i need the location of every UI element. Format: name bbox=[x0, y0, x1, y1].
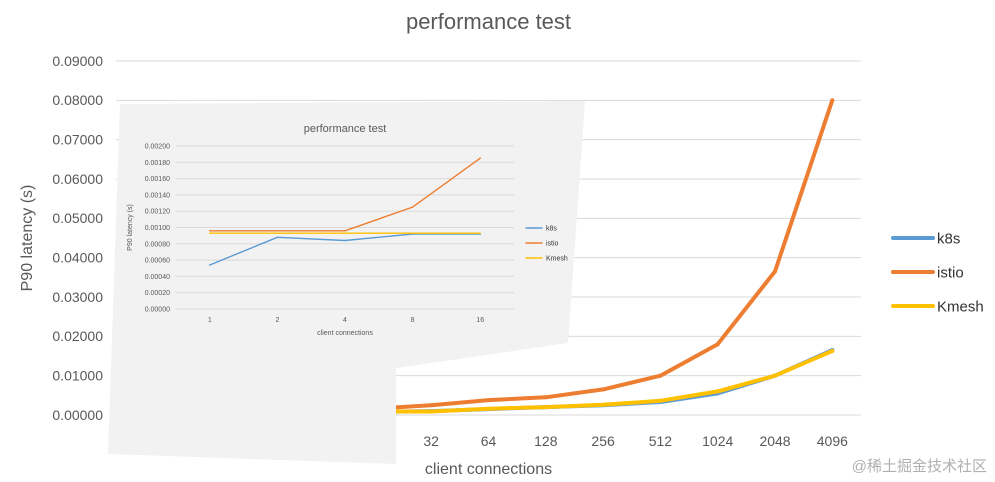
legend-label-kmesh: Kmesh bbox=[546, 255, 568, 262]
data-point-istio bbox=[209, 230, 211, 232]
x-tick-label: 16 bbox=[476, 317, 484, 324]
data-point-istio bbox=[830, 98, 835, 103]
x-tick-label: 32 bbox=[423, 433, 439, 449]
data-point-kmesh bbox=[773, 373, 778, 378]
y-tick-label: 0.00200 bbox=[145, 143, 170, 150]
data-point-kmesh bbox=[830, 348, 835, 353]
y-tick-label: 0.00100 bbox=[145, 225, 170, 232]
x-tick-label: 4 bbox=[343, 317, 347, 324]
data-point-istio bbox=[773, 269, 778, 274]
data-point-k8s bbox=[276, 236, 279, 238]
x-axis-label: client connections bbox=[425, 461, 552, 478]
y-tick-label: 0.00140 bbox=[145, 192, 170, 199]
y-tick-label: 0.08000 bbox=[52, 92, 103, 108]
x-tick-label: 2048 bbox=[759, 433, 790, 449]
inset-chart: performance test 0.00000 0.00020 0.00040 0.0… bbox=[108, 101, 585, 464]
data-point-kmesh bbox=[715, 389, 720, 394]
y-tick-label: 0.00020 bbox=[145, 290, 170, 297]
y-tick-label: 0.05000 bbox=[52, 210, 103, 226]
data-point-kmesh bbox=[658, 398, 663, 403]
y-axis-label: P90 latency (s) bbox=[127, 204, 134, 251]
data-point-kmesh bbox=[411, 232, 414, 234]
chart-title: performance test bbox=[406, 9, 571, 34]
y-tick-label: 0.07000 bbox=[52, 132, 103, 148]
data-point-k8s bbox=[344, 239, 346, 242]
data-point-istio bbox=[715, 342, 720, 347]
data-point-istio bbox=[601, 387, 606, 392]
data-point-istio bbox=[411, 206, 414, 208]
y-tick-label: 0.00000 bbox=[145, 306, 170, 313]
data-point-kmesh bbox=[276, 232, 279, 234]
data-point-istio bbox=[486, 398, 491, 403]
data-point-istio bbox=[429, 403, 434, 408]
y-tick-label: 0.00060 bbox=[145, 258, 170, 265]
legend-label-k8s: k8s bbox=[937, 230, 960, 247]
data-point-kmesh bbox=[543, 405, 548, 410]
inset-panel-bg bbox=[108, 101, 585, 464]
x-tick-label: 64 bbox=[481, 433, 497, 449]
y-tick-label: 0.00160 bbox=[145, 176, 170, 183]
y-tick-label: 0.06000 bbox=[52, 171, 103, 187]
x-tick-label: 256 bbox=[591, 433, 615, 449]
data-point-istio bbox=[658, 373, 663, 378]
x-tick-label: 1 bbox=[208, 317, 212, 324]
data-point-kmesh bbox=[344, 232, 346, 234]
y-tick-label: 0.03000 bbox=[52, 289, 103, 305]
chart-title: performance test bbox=[304, 123, 387, 135]
legend-label-kmesh: Kmesh bbox=[937, 298, 984, 315]
data-point-istio bbox=[344, 230, 346, 232]
x-tick-label: 512 bbox=[649, 433, 673, 449]
y-tick-label: 0.00180 bbox=[145, 160, 170, 167]
data-point-kmesh bbox=[429, 409, 434, 414]
y-axis-label: P90 latency (s) bbox=[19, 185, 36, 292]
x-tick-label: 1024 bbox=[702, 433, 733, 449]
legend-label-k8s: k8s bbox=[546, 225, 557, 232]
data-point-k8s bbox=[209, 264, 211, 266]
x-tick-label: 128 bbox=[534, 433, 558, 449]
y-tick-label: 0.00080 bbox=[145, 241, 170, 248]
legend-label-istio: istio bbox=[546, 240, 559, 247]
y-tick-label: 0.00000 bbox=[52, 407, 103, 423]
y-tick-label: 0.01000 bbox=[52, 368, 103, 384]
x-tick-label: 2 bbox=[275, 317, 279, 324]
data-point-istio bbox=[543, 395, 548, 400]
y-tick-label: 0.09000 bbox=[52, 53, 103, 69]
y-tick-label: 0.00040 bbox=[145, 274, 170, 281]
data-point-kmesh bbox=[209, 232, 211, 234]
data-point-istio bbox=[276, 230, 279, 232]
x-tick-label: 4096 bbox=[817, 433, 848, 449]
data-point-kmesh bbox=[486, 406, 491, 411]
y-tick-label: 0.04000 bbox=[52, 250, 103, 266]
data-point-istio bbox=[479, 157, 481, 159]
data-point-kmesh bbox=[479, 232, 481, 234]
y-tick-label: 0.02000 bbox=[52, 328, 103, 344]
legend-label-istio: istio bbox=[937, 264, 964, 281]
chart-1: performance test 0.00000 0.00020 0.00040 0.0… bbox=[127, 123, 568, 337]
x-tick-label: 8 bbox=[411, 317, 415, 324]
watermark: @稀土掘金技术社区 bbox=[851, 458, 987, 475]
data-point-kmesh bbox=[601, 402, 606, 407]
x-axis-label: client connections bbox=[317, 330, 373, 337]
y-tick-label: 0.00120 bbox=[145, 209, 170, 216]
